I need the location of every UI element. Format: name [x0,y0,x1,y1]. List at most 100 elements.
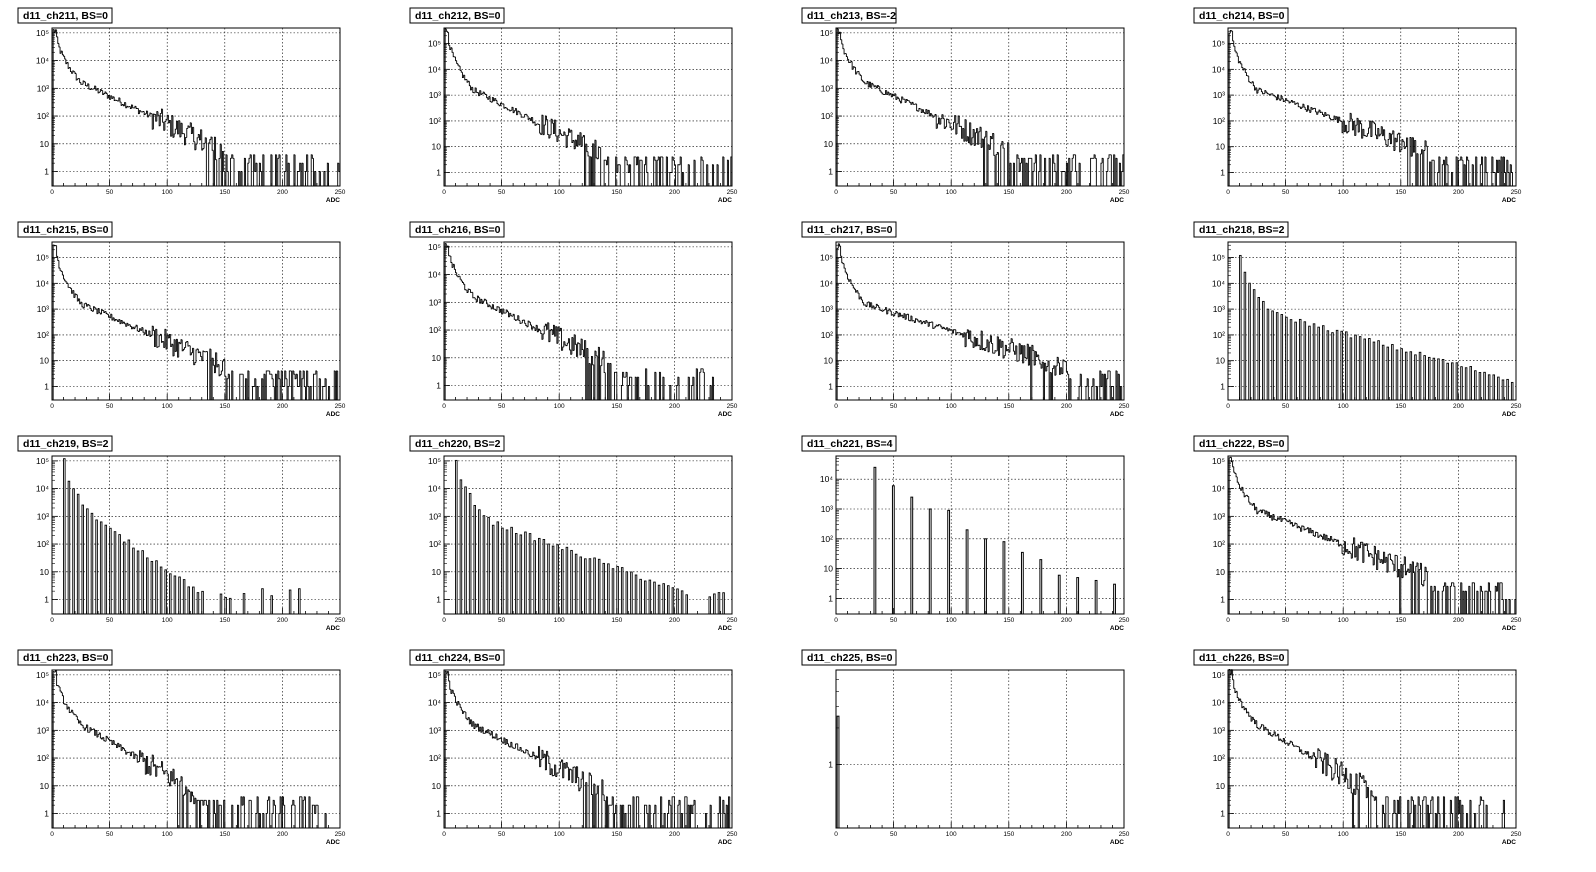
histogram-bin [109,527,112,615]
title-text: d11_ch221, BS=4 [807,438,893,450]
x-axis-label: ADC [1110,839,1124,846]
histogram-bin [671,587,675,615]
histogram-series [1228,456,1517,615]
histogram-bin [1363,338,1366,401]
y-tick-label: 10² [1213,539,1225,549]
title-text: d11_ch216, BS=0 [415,224,501,236]
title-box [801,435,897,452]
histogram-bin [496,521,500,615]
title-box [801,7,897,24]
histogram-bin [579,556,582,615]
plot-frame [835,241,1125,401]
histogram-bin [1349,337,1353,401]
histogram-bin [1404,351,1408,401]
x-tick-label: 250 [1119,403,1130,410]
histogram-bin [136,550,140,615]
x-axis-label: ADC [326,411,340,418]
y-tick-label: 10 [824,139,834,149]
plot-frame [835,455,1125,615]
plot-frame [443,27,733,187]
histogram-bin [588,558,592,615]
histogram-bin [95,519,98,615]
histogram-bin [1368,338,1371,401]
histogram-bin [1298,318,1302,401]
histogram-bin [288,589,292,615]
panel-title: d11_ch222, BS=0 [1193,435,1289,452]
histogram-bin [1275,312,1279,401]
x-tick-label: 0 [1226,831,1230,838]
title-text: d11_ch223, BS=0 [23,652,109,664]
histogram-bin [1294,321,1297,401]
title-text: d11_ch225, BS=0 [807,652,893,664]
x-tick-label: 0 [1226,617,1230,624]
x-tick-label: 250 [1511,617,1522,624]
x-tick-label: 200 [1453,617,1464,624]
x-tick-label: 250 [335,831,346,838]
title-text: d11_ch220, BS=2 [415,438,501,450]
title-text: d11_ch222, BS=0 [1199,438,1285,450]
histogram-bin [1239,254,1242,401]
x-tick-label: 100 [946,189,957,196]
y-tick-label: 10⁵ [36,670,49,680]
x-tick-label: 200 [669,403,680,410]
y-tick-label: 10⁵ [428,39,441,49]
histogram-bin [164,569,167,615]
histogram-bin [173,575,177,615]
histogram-bin [584,558,587,615]
y-tick-label: 10 [40,567,50,577]
histogram-bin [653,581,656,615]
histogram-bin [648,579,652,615]
histogram-bin [1289,319,1293,401]
histogram-bin [533,540,536,615]
histogram-bin [510,526,513,615]
y-tick-label: 10⁴ [36,698,49,708]
y-tick-label: 10² [37,111,49,121]
x-tick-label: 150 [611,403,622,410]
y-tick-label: 10³ [1213,90,1225,100]
histogram-bin [556,544,559,615]
histogram-bin [1460,366,1463,401]
x-tick-label: 50 [890,403,898,410]
y-tick-label: 10³ [429,90,441,100]
histogram-bin [620,567,624,615]
y-tick-label: 10³ [37,83,49,93]
histogram-bin [667,585,670,615]
x-tick-label: 250 [1119,617,1130,624]
x-tick-label: 100 [554,617,565,624]
histogram-bin [1451,362,1454,401]
panel-title: d11_ch220, BS=2 [409,435,505,452]
histogram-bin [118,534,121,615]
y-tick-label: 10² [1213,116,1225,126]
y-tick-label: 10³ [37,304,49,314]
y-tick-label: 10³ [821,504,833,514]
histogram-bin [538,537,541,615]
x-tick-label: 100 [162,831,173,838]
histogram-bin [1113,583,1116,615]
y-tick-label: 10² [1213,753,1225,763]
y-tick-label: 10² [429,753,441,763]
histogram-bin [1326,330,1330,401]
title-text: d11_ch212, BS=0 [415,10,501,22]
histogram-bin [551,545,555,615]
histogram-bin [1262,300,1265,401]
y-tick-label: 10² [429,539,441,549]
title-box [1193,7,1289,24]
x-tick-label: 250 [335,617,346,624]
histogram-bin [1257,297,1261,401]
histogram-bin [1395,349,1399,401]
histogram-bin [611,568,615,615]
y-tick-label: 10³ [429,511,441,521]
histogram-bin [1381,344,1385,401]
y-tick-label: 1 [436,381,441,391]
histogram-bin [1483,371,1486,401]
histogram-bin [634,574,638,615]
histogram-bin [722,592,725,615]
histogram-bin [947,509,951,615]
y-tick-label: 1 [44,167,49,177]
x-tick-label: 50 [498,189,506,196]
